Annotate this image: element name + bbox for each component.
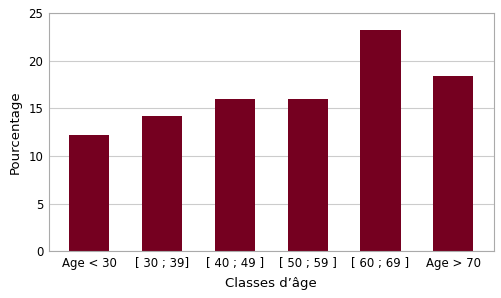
X-axis label: Classes d’âge: Classes d’âge	[225, 277, 317, 290]
Bar	[142, 116, 181, 251]
Bar	[287, 99, 327, 251]
Bar	[360, 30, 400, 251]
Bar	[69, 135, 109, 251]
Bar	[432, 76, 472, 251]
Bar	[214, 99, 255, 251]
Y-axis label: Pourcentage: Pourcentage	[9, 90, 21, 174]
